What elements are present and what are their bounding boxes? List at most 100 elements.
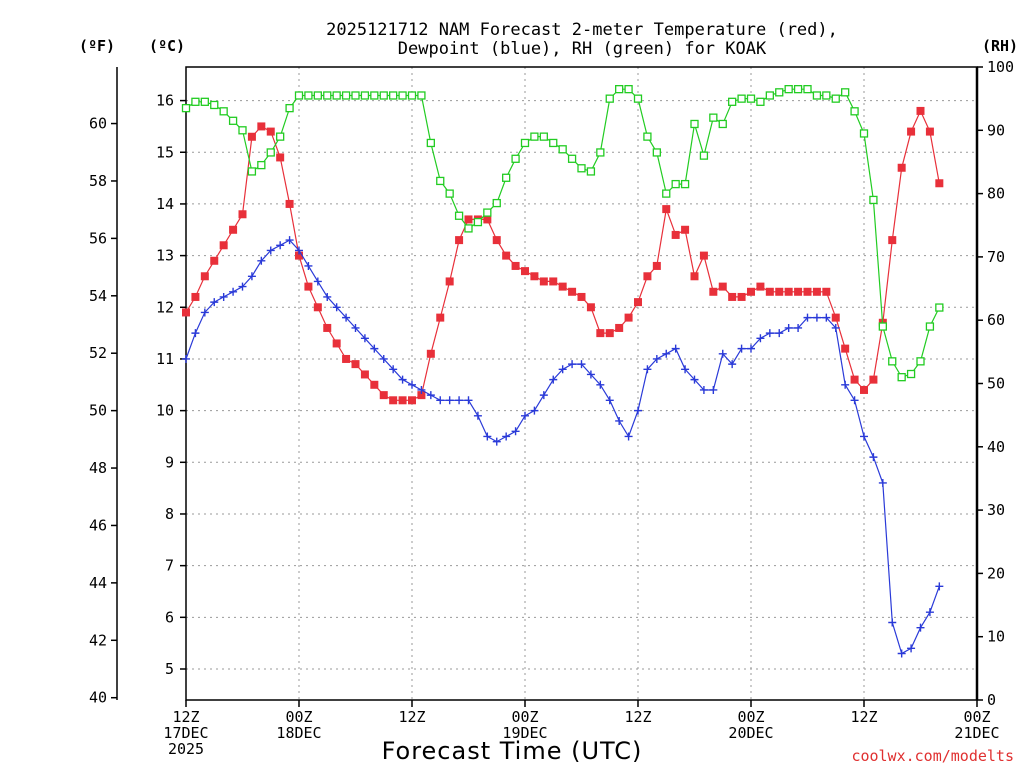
data-point [860,432,868,441]
data-point [266,246,275,255]
data-point [596,329,605,338]
data-point [718,119,727,129]
data-point [417,91,426,100]
data-point [530,272,539,281]
data-point [247,132,256,141]
data-point [558,145,567,154]
data-point [775,88,784,97]
data-point [756,97,765,106]
data-point [925,322,935,331]
data-point [530,132,539,141]
data-point [436,313,445,322]
data-point [850,107,859,116]
data-point [238,282,247,291]
data-point [888,236,897,245]
data-point [360,91,370,100]
data-point [238,210,247,219]
data-point [351,323,360,332]
x-tick-label: 12Z [398,708,425,726]
data-point [502,251,511,260]
x-tick-label: 12Z [624,708,651,726]
data-point [643,365,652,374]
watermark: coolwx.com/modelts [851,747,1014,765]
data-point [916,357,925,366]
data-point [520,138,530,148]
data-point [775,329,784,338]
x-tick-label: 20DEC [728,724,773,742]
data-point [568,287,577,296]
data-point [511,427,520,436]
data-point [285,103,294,113]
x-tick-label: 18DEC [276,724,321,742]
data-point [323,323,332,332]
data-point [878,322,887,331]
data-point [831,313,840,322]
data-point [916,106,925,115]
data-point [605,329,614,338]
data-point [360,370,369,379]
data-point [756,282,765,291]
data-point [492,198,501,208]
data-point [530,406,539,415]
data-point [812,313,821,322]
data-point [558,365,567,374]
data-point [521,267,529,276]
data-point [219,107,228,116]
data-point [313,91,322,100]
data-point [464,215,473,224]
data-point [285,236,294,245]
celsius-tick-label: 15 [156,143,174,161]
data-point [671,230,680,239]
data-point [304,261,313,270]
data-point [709,385,718,394]
data-point [276,132,285,141]
data-point [615,416,624,425]
data-point [841,380,850,389]
data-point [765,287,774,296]
data-point [831,94,840,103]
data-point [756,334,765,343]
x-tick-label: 00Z [285,708,312,726]
data-point [935,179,944,188]
chart-title-line2: Dewpoint (blue), RH (green) for KOAK [398,39,767,59]
series [181,85,944,658]
data-point [784,323,793,332]
fahrenheit-tick-label: 46 [89,516,107,534]
fahrenheit-tick-label: 60 [89,115,107,133]
fahrenheit-unit-label: (ºF) [79,37,115,55]
data-point [907,127,916,136]
data-point [182,354,190,363]
data-point [417,385,426,394]
data-point [304,91,313,100]
axes: 4042444648505254565860567891011121314151… [89,58,1014,758]
data-point [897,373,906,382]
x-tick-label: 19DEC [502,724,547,742]
data-point [313,303,322,312]
data-point [342,354,351,363]
data-point [247,167,257,176]
data-point [210,256,219,265]
data-point [652,148,661,157]
data-point [219,292,228,301]
data-point [351,360,360,369]
fahrenheit-tick-label: 50 [89,402,107,420]
data-point [502,173,511,182]
data-point [662,349,671,358]
data-point [323,91,332,100]
data-point [228,116,238,125]
series-dewpoint [182,236,944,658]
data-point [728,292,737,301]
data-point [454,211,464,220]
celsius-tick-label: 16 [156,92,174,110]
data-point [436,176,445,186]
rh-tick-label: 0 [987,691,996,709]
data-point [680,179,690,189]
celsius-tick-label: 7 [165,557,174,575]
data-point [709,113,718,122]
data-point [445,396,454,405]
data-point [699,151,709,160]
x-tick-label: 17DEC [163,724,208,742]
data-point [615,85,624,94]
data-point [426,391,435,400]
data-point [379,354,388,363]
